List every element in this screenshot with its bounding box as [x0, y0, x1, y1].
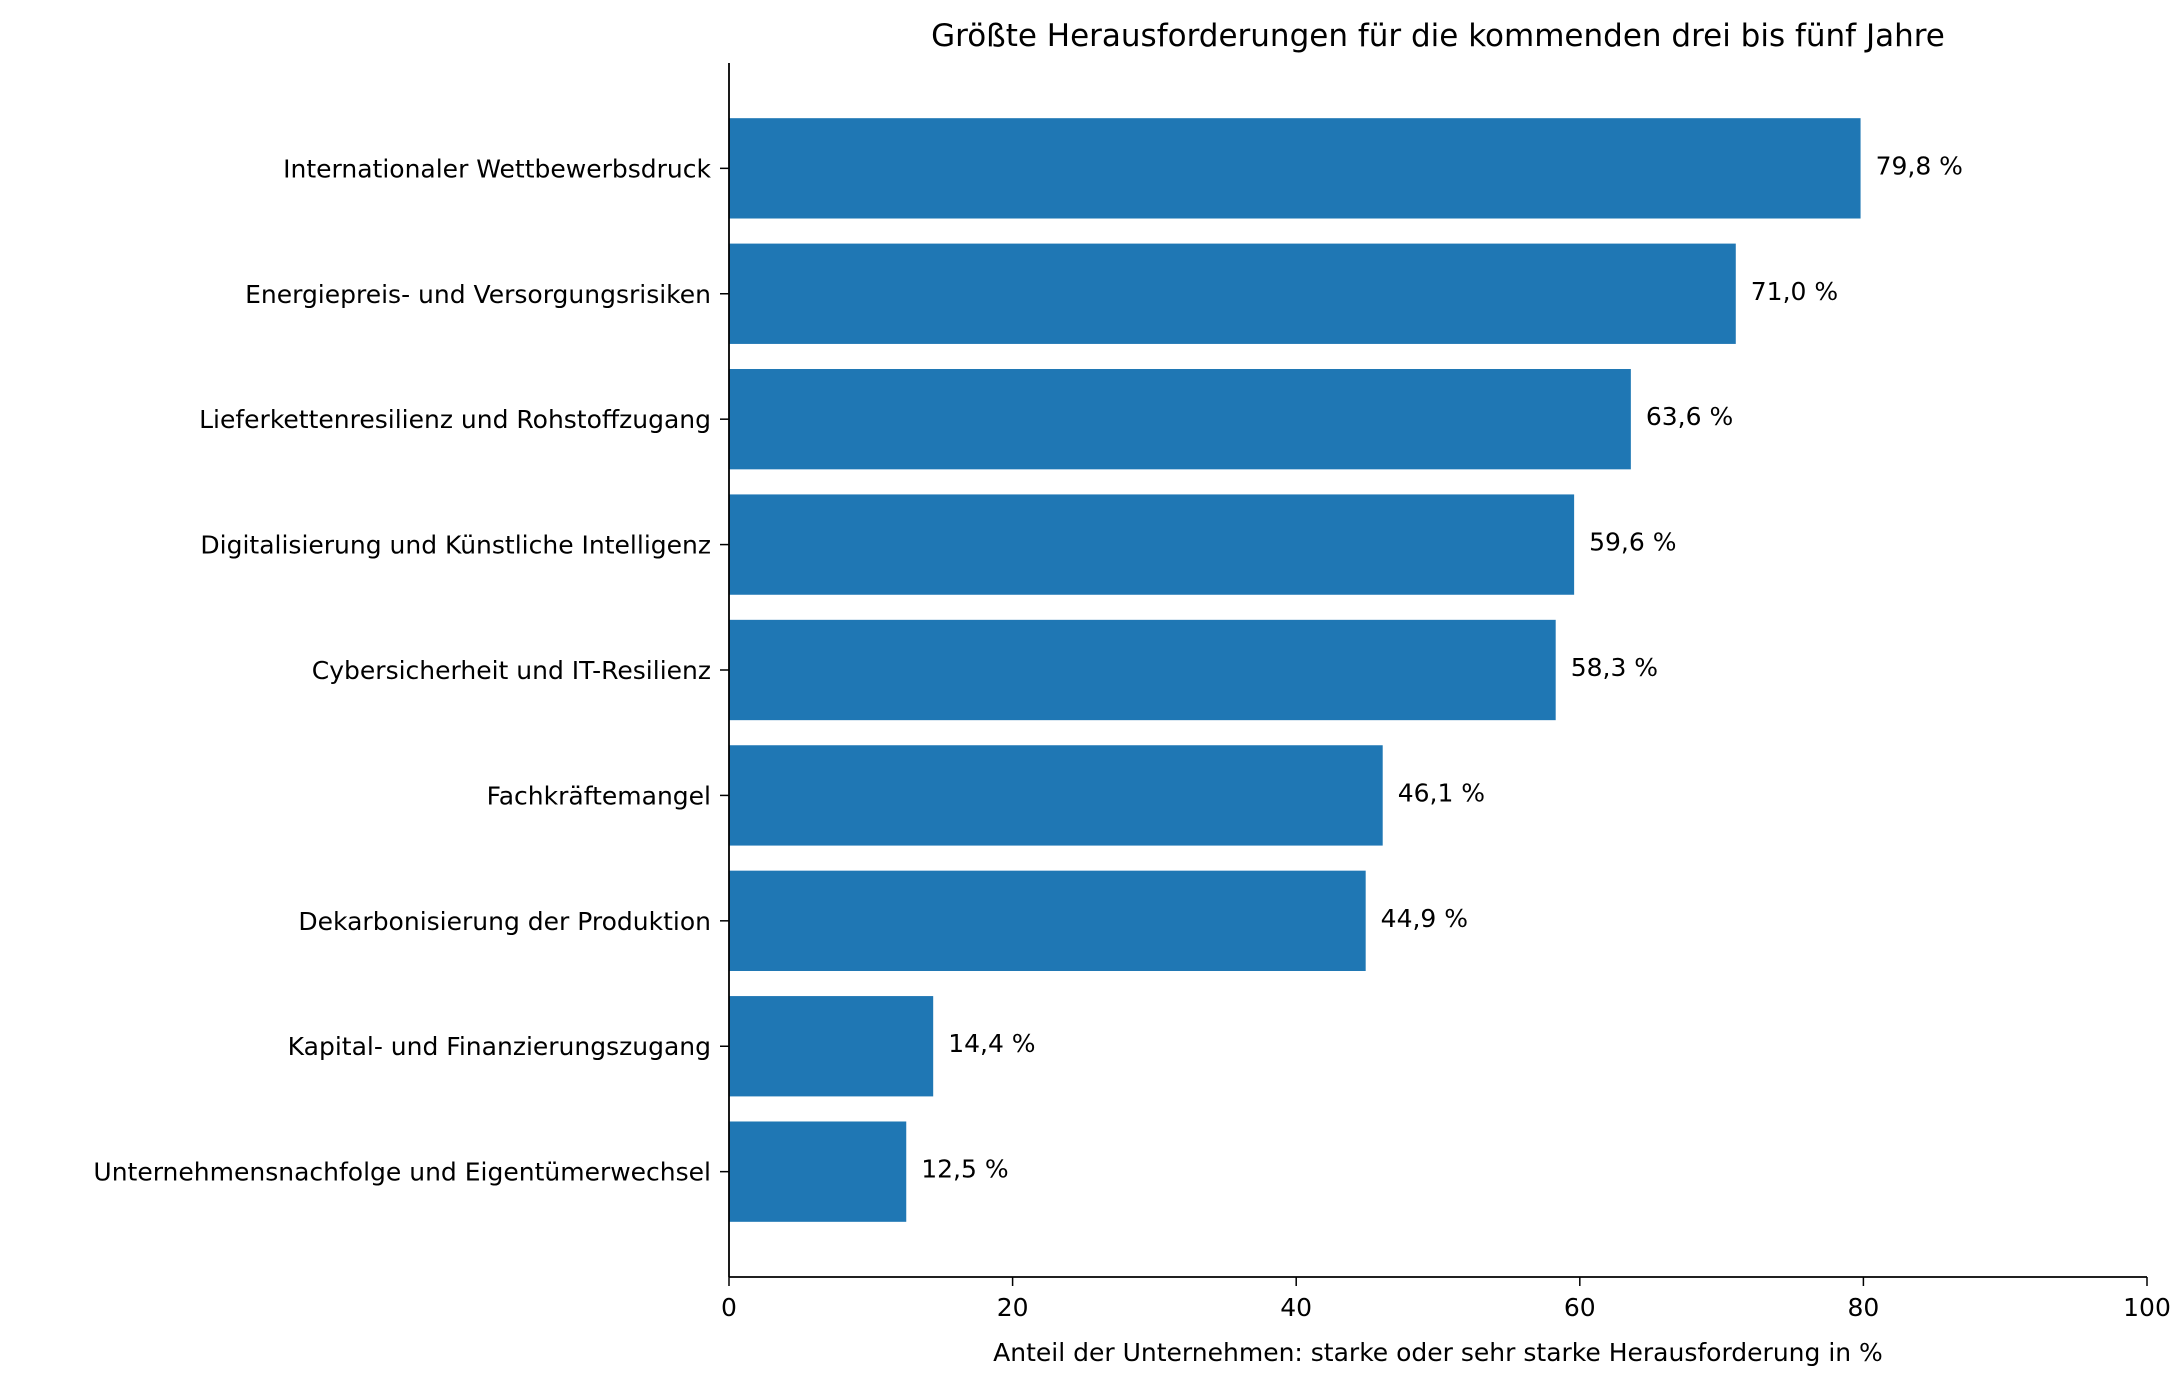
bar: [729, 243, 1736, 344]
data-label: 63,6 %: [1646, 402, 1733, 431]
category-label: Unternehmensnachfolge und Eigentümerwech…: [93, 1158, 711, 1187]
data-label: 58,3 %: [1571, 653, 1658, 682]
x-tick-label: 80: [1847, 1293, 1879, 1322]
bar: [729, 494, 1575, 595]
x-tick-label: 60: [1564, 1293, 1596, 1322]
x-ticks: 0 20 40 60 80 100: [721, 1277, 2171, 1322]
data-label: 59,6 %: [1589, 528, 1676, 557]
axes: [728, 63, 2147, 1278]
x-axis-label: Anteil der Unternehmen: starke oder sehr…: [993, 1338, 1883, 1367]
category-label: Kapital- und Finanzierungszugang: [288, 1032, 711, 1061]
bars-layer: [729, 118, 1861, 1222]
data-label: 71,0 %: [1751, 277, 1838, 306]
category-label: Dekarbonisierung der Produktion: [298, 907, 711, 936]
x-tick-label: 0: [721, 1293, 737, 1322]
data-label: 14,4 %: [948, 1029, 1035, 1058]
category-label: Lieferkettenresilienz und Rohstoffzugang: [199, 405, 711, 434]
x-tick-label: 40: [1280, 1293, 1312, 1322]
bar: [729, 1121, 907, 1222]
data-label: 44,9 %: [1381, 904, 1468, 933]
data-label: 12,5 %: [921, 1155, 1008, 1184]
chart-title: Größte Herausforderungen für die kommend…: [931, 18, 1945, 54]
data-label: 46,1 %: [1398, 778, 1485, 807]
category-label: Fachkräftemangel: [487, 781, 711, 810]
bar: [729, 870, 1366, 971]
bar: [729, 745, 1383, 846]
category-labels: Internationaler Wettbewerbsdruck Energiep…: [93, 154, 729, 1187]
bar: [729, 369, 1631, 470]
x-tick-label: 100: [2123, 1293, 2171, 1322]
category-label: Digitalisierung und Künstliche Intellige…: [200, 531, 711, 560]
bar: [729, 996, 934, 1097]
data-labels: 79,8 % 71,0 % 63,6 % 59,6 % 58,3 % 46,1 % 44,9…: [921, 151, 1963, 1183]
bar: [729, 619, 1556, 721]
bar: [729, 118, 1861, 219]
data-label: 79,8 %: [1876, 151, 1963, 180]
category-label: Internationaler Wettbewerbsdruck: [283, 154, 711, 183]
category-label: Cybersicherheit und IT-Resilienz: [312, 656, 711, 685]
x-tick-label: 20: [997, 1293, 1029, 1322]
category-label: Energiepreis- und Versorgungsrisiken: [245, 280, 711, 309]
